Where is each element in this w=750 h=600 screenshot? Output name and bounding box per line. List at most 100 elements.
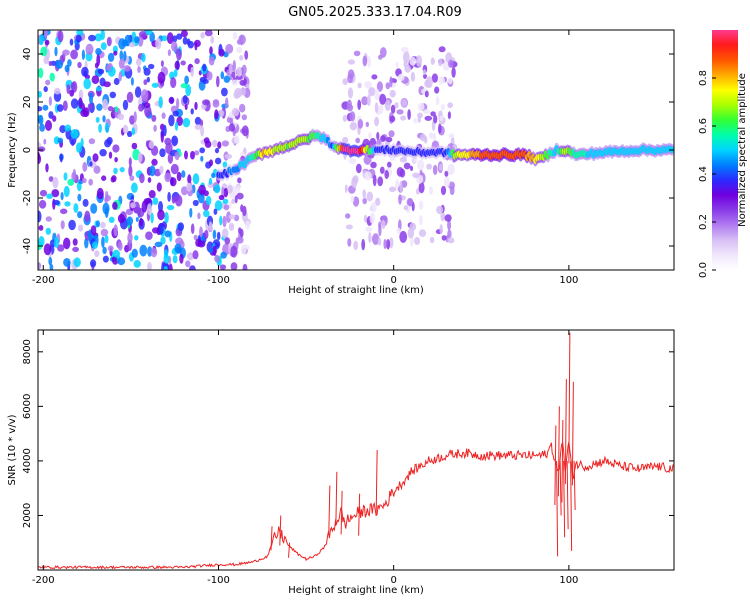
noise-cell	[417, 112, 423, 119]
noise-cell	[177, 222, 184, 231]
noise-cell	[77, 193, 82, 202]
noise-cell	[56, 104, 64, 112]
noise-cell	[59, 125, 67, 134]
noise-cell	[386, 239, 391, 250]
noise-cell	[170, 177, 177, 187]
noise-cell	[199, 226, 203, 238]
noise-cell	[202, 99, 210, 106]
noise-cell	[404, 64, 411, 73]
noise-cell	[187, 40, 194, 49]
noise-cell	[63, 258, 71, 267]
colorbar-tick-label: 0.6	[698, 118, 709, 134]
noise-cell	[151, 82, 159, 88]
noise-cell	[368, 87, 376, 97]
noise-cell	[348, 157, 357, 165]
noise-cell	[168, 114, 175, 127]
noise-cell	[385, 136, 393, 143]
snr-x-label: Height of straight line (km)	[288, 585, 424, 596]
noise-cell	[153, 124, 157, 132]
snr-spike	[554, 425, 557, 505]
noise-cell	[222, 198, 229, 204]
noise-cell	[130, 77, 134, 86]
noise-cell	[174, 151, 180, 161]
noise-cell	[361, 238, 366, 251]
noise-cell	[52, 199, 60, 206]
noise-cell	[84, 210, 91, 223]
noise-cell	[150, 247, 158, 258]
noise-cell	[129, 115, 135, 125]
noise-cell	[113, 224, 118, 237]
noise-cell	[57, 244, 65, 252]
noise-cell	[424, 115, 433, 121]
noise-cell	[90, 259, 97, 268]
noise-cell	[414, 237, 421, 245]
noise-cell	[440, 104, 445, 111]
noise-cell	[228, 214, 236, 220]
noise-cell	[228, 123, 235, 132]
noise-cell	[439, 115, 444, 122]
noise-cell	[410, 71, 416, 82]
noise-cell	[199, 147, 206, 154]
noise-cell	[380, 135, 386, 143]
noise-cell	[224, 153, 233, 159]
noise-cell	[429, 132, 434, 140]
noise-cell	[152, 197, 159, 206]
noise-cell	[135, 58, 142, 66]
noise-cell	[88, 178, 93, 186]
noise-cell	[433, 114, 438, 124]
colorbar-gradient	[712, 30, 738, 270]
noise-cell	[212, 139, 218, 148]
noise-cell	[141, 89, 149, 101]
noise-cell	[190, 266, 194, 270]
snr-spike	[564, 379, 567, 485]
noise-cell	[143, 102, 151, 108]
noise-cell	[370, 201, 377, 213]
noise-cell	[376, 81, 383, 92]
noise-cell	[236, 46, 243, 54]
x-tick-label: -200	[32, 275, 55, 286]
snr-spikes	[270, 332, 576, 558]
snr-y-ticks: 2000 4000 6000 8000	[22, 339, 674, 528]
noise-cell	[210, 35, 214, 44]
snr-spike	[568, 332, 571, 464]
noise-cell	[51, 189, 60, 198]
noise-cell	[381, 219, 386, 230]
noise-cell	[102, 202, 110, 215]
noise-cell	[137, 66, 141, 73]
noise-cell	[180, 30, 188, 38]
noise-cell	[192, 250, 199, 260]
snr-spike	[335, 471, 338, 526]
noise-cell	[45, 163, 49, 173]
noise-cell	[403, 162, 411, 170]
noise-cell	[134, 36, 140, 44]
noise-cell	[235, 74, 243, 80]
noise-cell	[236, 192, 244, 200]
noise-cell	[126, 216, 134, 226]
noise-cell	[158, 222, 164, 235]
noise-cell	[231, 198, 236, 204]
noise-cell	[168, 263, 173, 270]
noise-cell	[399, 230, 408, 243]
noise-cell	[173, 69, 178, 78]
noise-cell	[346, 99, 352, 110]
noise-cell	[166, 32, 174, 44]
noise-cell	[174, 60, 180, 70]
noise-cell	[204, 30, 213, 37]
noise-cell	[429, 186, 433, 195]
noise-cell	[54, 46, 58, 57]
noise-cell	[49, 72, 55, 82]
noise-cell	[204, 140, 212, 148]
noise-cell	[244, 50, 249, 60]
noise-cell	[163, 265, 168, 270]
snr-spike	[270, 526, 273, 551]
noise-cell	[223, 75, 231, 83]
noise-cell	[145, 231, 153, 240]
noise-cell	[379, 93, 387, 105]
noise-cell	[447, 237, 455, 244]
noise-cell	[403, 51, 410, 63]
noise-cell	[182, 95, 188, 104]
noise-cell	[347, 69, 355, 79]
noise-cell	[94, 62, 99, 69]
noise-cell	[353, 240, 359, 251]
